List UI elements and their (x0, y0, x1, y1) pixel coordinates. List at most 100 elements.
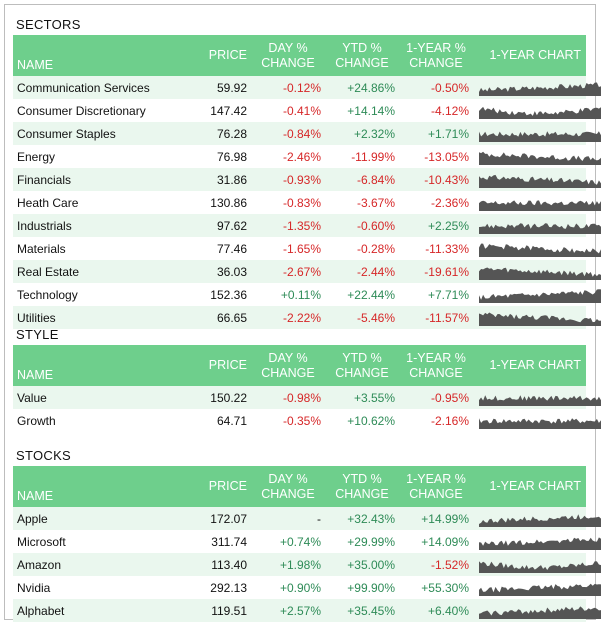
sparkline-area (479, 174, 601, 188)
table-row: Financials 31.86 -0.93% -6.84% -10.43% (13, 168, 601, 191)
row-1yr-change: -2.36% (430, 195, 469, 210)
table-row: Industrials 97.62 -1.35% -0.60% +2.25% (13, 214, 601, 237)
row-sparkline-cell (473, 168, 601, 191)
row-ytd-change: +99.90% (347, 580, 395, 595)
sparkline-chart (479, 536, 601, 550)
col-header-name: NAME (13, 466, 177, 507)
row-ytd-change: -0.60% (325, 214, 399, 237)
row-1yr-change: -0.50% (399, 76, 473, 99)
row-sparkline-cell (473, 214, 601, 237)
sparkline-chart (479, 222, 601, 234)
section-table-stocks: NAME PRICE DAY % CHANGE YTD % CHANGE 1-YEAR % C… (13, 466, 601, 622)
row-day-change: +2.57% (251, 599, 325, 622)
row-price: 292.13 (210, 580, 247, 595)
col-header-ytd-change-line1: YTD % (342, 350, 382, 365)
col-header-day-change: DAY % CHANGE (251, 345, 325, 386)
col-header-name-line1: NAME (17, 58, 54, 72)
col-header-price: PRICE (177, 35, 251, 76)
row-ytd-change: +24.86% (325, 76, 399, 99)
col-header-name-line1: NAME (17, 368, 54, 382)
sparkline-area (479, 199, 601, 211)
row-ytd-change: +10.62% (347, 413, 395, 428)
col-header-name: NAME (13, 345, 177, 386)
section-table-sectors: NAME PRICE DAY % CHANGE YTD % CHANGE 1-YEAR % C… (13, 35, 601, 329)
sparkline-area (479, 243, 601, 257)
row-ytd-change: +35.00% (325, 553, 399, 576)
row-ytd-change: +29.99% (347, 534, 395, 549)
row-1yr-change: +7.71% (427, 287, 469, 302)
row-sparkline-cell (473, 260, 601, 283)
row-day-change: +0.11% (280, 287, 321, 302)
table-row: Technology 152.36 +0.11% +22.44% +7.71% (13, 283, 601, 306)
row-ytd-change: -3.67% (356, 195, 395, 210)
row-sparkline-cell (473, 76, 601, 99)
row-name: Energy (17, 149, 56, 164)
col-header-name: NAME (13, 35, 177, 76)
row-day-change: -2.46% (282, 149, 321, 164)
table-row: Energy 76.98 -2.46% -11.99% -13.05% (13, 145, 601, 168)
col-header-day-change-line1: DAY % (268, 350, 308, 365)
row-name: Real Estate (13, 260, 177, 283)
col-header-1yr-change: 1-YEAR % CHANGE (399, 466, 473, 507)
row-sparkline-cell (473, 145, 601, 168)
col-header-1yr-chart: 1-YEAR CHART (473, 466, 586, 507)
row-name: Microsoft (17, 534, 66, 549)
col-header-day-change: DAY % CHANGE (251, 35, 325, 76)
sparkline-chart (479, 174, 601, 188)
sparkline-area (479, 583, 601, 596)
col-header-name-line1: NAME (17, 489, 54, 503)
row-price: 66.65 (177, 306, 251, 329)
col-header-1yr-change-line2: CHANGE (409, 365, 463, 380)
col-header-ytd-change-line2: CHANGE (335, 55, 389, 70)
row-day-change: -0.41% (282, 103, 321, 118)
row-sparkline-cell (473, 99, 601, 122)
row-ytd-change: +2.32% (325, 122, 399, 145)
row-1yr-change: -10.43% (399, 168, 473, 191)
row-name: Utilities (13, 306, 177, 329)
row-price: 119.51 (177, 599, 251, 622)
table-row: Microsoft 311.74 +0.74% +29.99% +14.09% (13, 530, 601, 553)
row-day-change: +0.74% (279, 534, 321, 549)
col-header-1yr-chart-line1: 1-YEAR CHART (489, 479, 581, 493)
row-sparkline-cell (473, 507, 601, 530)
col-header-1yr-change: 1-YEAR % CHANGE (399, 345, 473, 386)
table-row: Utilities 66.65 -2.22% -5.46% -11.57% (13, 306, 601, 329)
row-name: Technology (17, 287, 78, 302)
row-name: Materials (17, 241, 66, 256)
row-day-change: - (251, 507, 325, 530)
table-row: Heath Care 130.86 -0.83% -3.67% -2.36% (13, 191, 601, 214)
row-ytd-change: +3.55% (325, 386, 399, 409)
col-header-1yr-chart-line1: 1-YEAR CHART (489, 358, 581, 372)
section-table-style: NAME PRICE DAY % CHANGE YTD % CHANGE 1-YEAR % C… (13, 345, 601, 432)
row-name: Value (13, 386, 177, 409)
sparkline-area (479, 605, 601, 619)
col-header-1yr-change-line1: 1-YEAR % (406, 40, 466, 55)
row-day-change: -1.35% (251, 214, 325, 237)
row-name: Apple (13, 507, 177, 530)
row-ytd-change: -5.46% (325, 306, 399, 329)
row-sparkline-cell (473, 599, 601, 622)
sparkline-area (479, 222, 601, 234)
row-name: Growth (17, 413, 56, 428)
row-1yr-change: -1.52% (399, 553, 473, 576)
col-header-ytd-change-line1: YTD % (342, 471, 382, 486)
row-ytd-change: -0.28% (356, 241, 395, 256)
col-header-1yr-change-line2: CHANGE (409, 486, 463, 501)
sparkline-area (479, 288, 601, 303)
sparkline-area (479, 536, 601, 550)
table-row: Amazon 113.40 +1.98% +35.00% -1.52% (13, 553, 601, 576)
row-price: 152.36 (210, 287, 247, 302)
col-header-price: PRICE (177, 345, 251, 386)
sparkline-chart (479, 605, 601, 619)
row-1yr-change: +55.30% (421, 580, 469, 595)
row-sparkline-cell (473, 237, 601, 260)
row-1yr-change: -19.61% (399, 260, 473, 283)
section-title: STYLE (16, 327, 59, 342)
sparkline-chart (479, 267, 601, 280)
col-header-ytd-change: YTD % CHANGE (325, 466, 399, 507)
row-price: 77.46 (216, 241, 247, 256)
sparkline-chart (479, 394, 601, 406)
sparkline-area (479, 394, 601, 406)
row-ytd-change: +32.43% (325, 507, 399, 530)
col-header-price-line1: PRICE (208, 48, 247, 62)
